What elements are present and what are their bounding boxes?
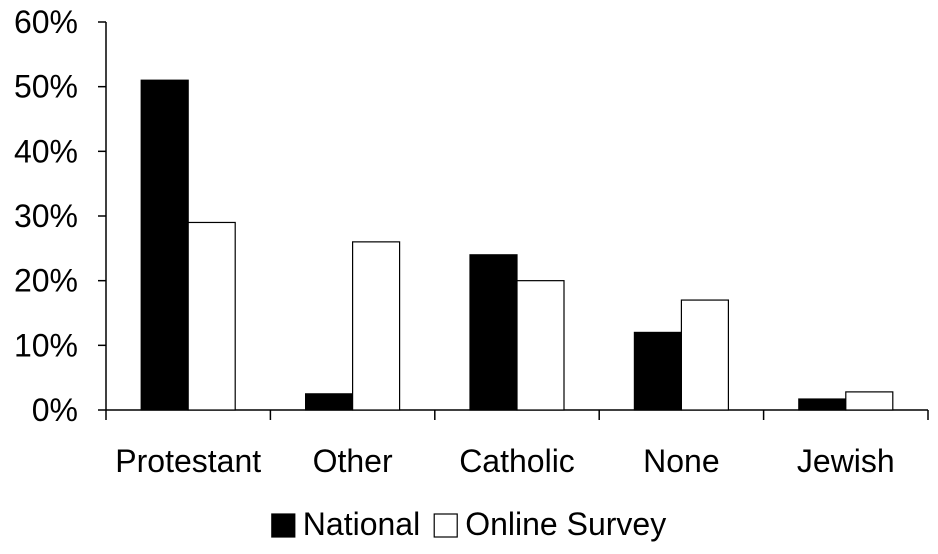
y-axis-ticks: 0% 10% 20% 30% 40% 50% 60% (14, 4, 106, 428)
bar-online-survey-protestant (187, 221, 236, 411)
bar-online-survey-jewish (845, 391, 894, 411)
y-tick-label: 0% (32, 392, 78, 428)
bar-online-survey-other (352, 241, 401, 411)
legend-label: Online Survey (465, 506, 666, 542)
legend-swatch (433, 513, 458, 538)
y-tick-label: 20% (14, 263, 78, 299)
x-category-label: None (643, 443, 720, 479)
x-category-label: Jewish (797, 443, 895, 479)
legend-item: National (271, 506, 420, 542)
y-tick-label: 30% (14, 198, 78, 234)
bar-national-jewish (798, 398, 847, 411)
bars (140, 79, 894, 411)
bar-national-none (633, 331, 683, 411)
legend-swatch (271, 513, 296, 538)
y-tick-label: 60% (14, 4, 78, 40)
y-tick-label: 40% (14, 133, 78, 169)
bar-national-catholic (469, 254, 518, 411)
bar-online-survey-catholic (516, 280, 565, 411)
y-tick-label: 50% (14, 69, 78, 105)
legend-label: National (303, 506, 420, 542)
legend: National Online Survey (271, 506, 666, 542)
x-axis-ticks (105, 410, 929, 420)
bar-online-survey-none (680, 299, 730, 411)
y-tick-label: 10% (14, 327, 78, 363)
x-category-label: Protestant (115, 443, 261, 479)
bar-national-protestant (140, 79, 189, 411)
x-category-label: Catholic (459, 443, 575, 479)
legend-item: Online Survey (433, 506, 666, 542)
category-labels: Protestant Other Catholic None Jewish (115, 443, 894, 479)
bar-national-other (305, 393, 354, 411)
x-category-label: Other (313, 443, 393, 479)
